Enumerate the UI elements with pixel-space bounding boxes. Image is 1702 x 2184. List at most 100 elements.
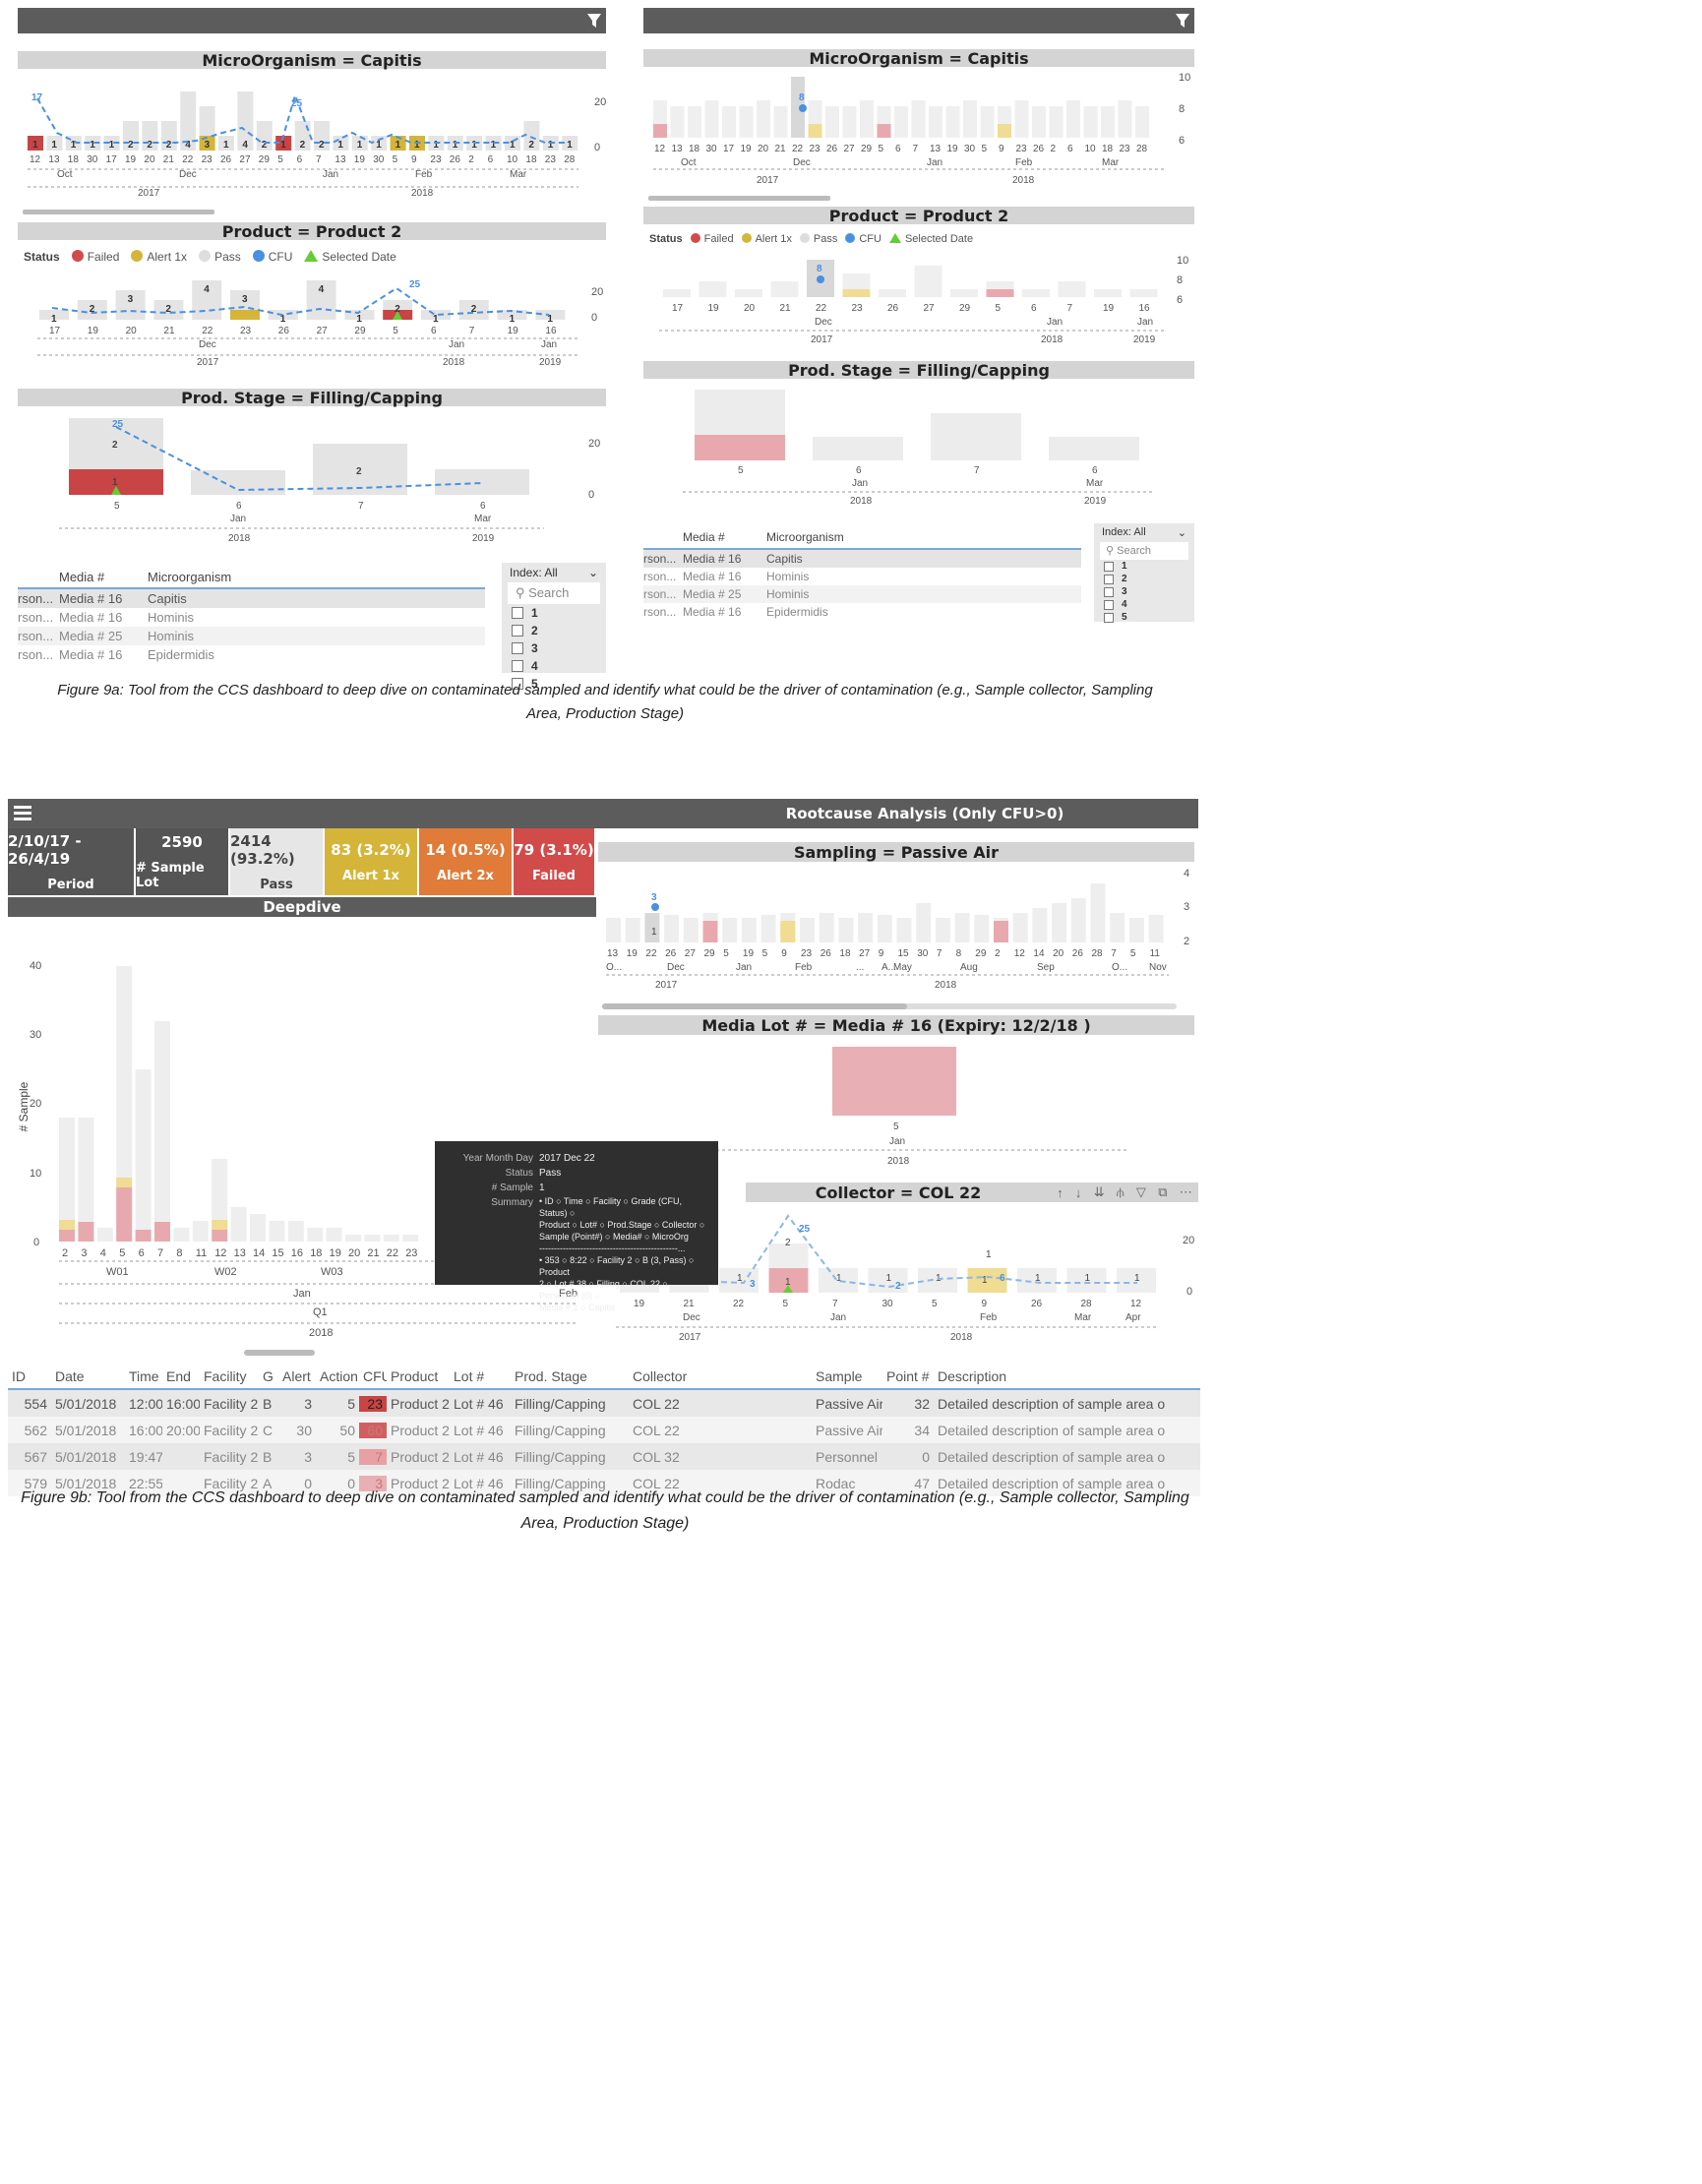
svg-text:Mar: Mar (474, 514, 492, 524)
bar (269, 1221, 285, 1242)
column-header[interactable]: ID (12, 1367, 26, 1384)
table-cell: C (263, 1422, 274, 1438)
kpi-card: 2414 (93.2%) Pass (230, 828, 325, 895)
bar-label: 2 (395, 304, 400, 315)
month-label: Feb (415, 169, 433, 180)
slicer-item[interactable]: 2 (502, 622, 606, 639)
tick-label: 23 (545, 154, 557, 165)
table-header: ID Date Time End Facility G Alert Action CFU Prod… (8, 1364, 1200, 1390)
index-slicer-right[interactable]: Index: All ⌄ ⚲ Search 1 2 3 4 5 (1094, 523, 1194, 624)
bar-label: 2 (300, 140, 306, 151)
more-icon[interactable]: ⋯ (1179, 1184, 1192, 1199)
table-cell: 60 (359, 1422, 387, 1438)
table-row[interactable]: 562 5/01/2018 16:00 20:00 Facility 2 C 30 50 60 P… (8, 1417, 1200, 1443)
svg-text:5: 5 (738, 465, 744, 476)
slicer-item[interactable]: 3 (1094, 585, 1194, 598)
sort-up-icon[interactable]: ↑ (1057, 1184, 1064, 1200)
slicer-item[interactable]: 1 (502, 604, 606, 622)
hierarchy-icon[interactable]: ⫛ (1116, 1184, 1125, 1199)
column-header[interactable]: Point # (886, 1367, 930, 1384)
table-row[interactable]: rson... Media # 16 Capitis (18, 589, 485, 608)
table-row[interactable]: 567 5/01/2018 19:47 Facility 2 B 3 5 7 Product 2… (8, 1443, 1200, 1470)
tick-label: 19 (627, 948, 638, 959)
slicer-item[interactable]: 5 (1094, 611, 1194, 624)
filter-icon[interactable] (586, 12, 602, 30)
bar (980, 106, 995, 138)
table-row[interactable]: rson... Media # 16 Hominis (643, 570, 810, 583)
slicer-item[interactable]: 1 (1094, 560, 1194, 573)
column-header[interactable]: Action (320, 1367, 358, 1384)
column-header[interactable]: CFU (363, 1367, 387, 1384)
tick-label: 28 (1092, 948, 1104, 959)
sampling-title: Sampling = Passive Air (598, 842, 1194, 862)
tick-label: 2 (995, 948, 1001, 959)
table-row[interactable]: rson... Media # 16 Hominis (18, 610, 194, 625)
sort-down-icon[interactable]: ↓ (1074, 1184, 1082, 1200)
slicer-item[interactable]: 4 (1094, 598, 1194, 611)
menu-icon[interactable] (14, 804, 33, 823)
table-cell: 16:00 (166, 1395, 200, 1412)
column-header[interactable]: Lot # (454, 1367, 485, 1384)
svg-text:2018: 2018 (443, 357, 465, 368)
slicer-item[interactable]: 4 (502, 657, 606, 675)
bar (974, 915, 990, 942)
svg-text:7: 7 (358, 501, 364, 512)
search-input[interactable]: ⚲ Search (1100, 542, 1188, 560)
tick-label: 19 (743, 948, 755, 959)
sampling-chart: 3 1 4 3 2 13 19 22 26 27 29 5 19 5 9 23 26 18 27 9 15 30… (602, 868, 1189, 1009)
column-header[interactable]: Date (55, 1367, 85, 1384)
table-row[interactable]: 554 5/01/2018 12:00 16:00 Facility 2 B 3 5 23 Pro… (8, 1390, 1200, 1417)
bar-label: 1 (356, 314, 362, 325)
bar (1012, 913, 1028, 942)
index-slicer-left[interactable]: Index: All ⌄ ⚲ Search 1 2 3 4 5 (502, 563, 606, 691)
media-table-right: Media # Microorganism rson... Media # 16… (643, 526, 1081, 621)
filter-icon[interactable]: ▽ (1135, 1184, 1146, 1199)
bar (896, 918, 912, 942)
table-row[interactable]: rson... Media # 25 Hominis (18, 627, 485, 645)
focus-icon[interactable]: ⧉ (1158, 1184, 1168, 1199)
bar (1070, 898, 1086, 942)
bar (914, 266, 942, 297)
bar (1110, 913, 1125, 942)
table-cell: 5/01/2018 (55, 1395, 117, 1412)
tick-label: 23 (810, 144, 821, 154)
search-input[interactable]: ⚲ Search (508, 582, 600, 604)
table-row[interactable]: rson... Media # 16 Epidermidis (18, 647, 214, 662)
table-row[interactable]: rson... Media # 16 Epidermidis (643, 605, 828, 619)
column-header[interactable]: Alert (282, 1367, 311, 1384)
drill-icon[interactable]: ⇊ (1093, 1184, 1105, 1199)
svg-text:2018: 2018 (228, 533, 251, 544)
column-header[interactable]: Description (938, 1367, 1007, 1384)
svg-text:25: 25 (409, 279, 421, 290)
slicer-item[interactable]: 3 (502, 639, 606, 657)
svg-text:0: 0 (588, 489, 594, 501)
column-header[interactable]: Prod. Stage (515, 1367, 587, 1384)
column-header[interactable]: Collector (633, 1367, 688, 1384)
bar (46, 136, 63, 151)
slicer-item[interactable]: 5 (502, 675, 606, 693)
bar (287, 1221, 304, 1242)
svg-text:1: 1 (986, 1249, 992, 1260)
tick-label: 18 (310, 1247, 322, 1259)
slicer-item[interactable]: 2 (1094, 573, 1194, 585)
column-header[interactable]: Time (129, 1367, 159, 1384)
column-header[interactable]: Sample (816, 1367, 863, 1384)
filter-icon[interactable] (1175, 12, 1190, 30)
table-row[interactable]: 579 5/01/2018 22:55 Facility 2 A 0 0 3 Product 2… (8, 1470, 1200, 1496)
column-header[interactable]: Facility (204, 1367, 247, 1384)
table-row[interactable]: rson... Media # 16 Capitis (643, 550, 1081, 568)
table-row[interactable]: rson... Media # 25 Hominis (643, 585, 1081, 603)
table-cell: 5 (347, 1448, 355, 1465)
tick-label: 12 (1014, 948, 1026, 959)
column-header[interactable]: Product (391, 1367, 439, 1384)
bar (96, 1228, 113, 1242)
status-bar (230, 310, 260, 320)
bar-label: 1 (453, 140, 458, 151)
bar (250, 1214, 266, 1242)
svg-text:2018: 2018 (1012, 175, 1035, 186)
column-header[interactable]: G (263, 1367, 274, 1384)
bar (735, 289, 762, 297)
column-header[interactable]: End (166, 1367, 191, 1384)
tick-label: 20 (744, 303, 756, 314)
bar (402, 1235, 419, 1242)
